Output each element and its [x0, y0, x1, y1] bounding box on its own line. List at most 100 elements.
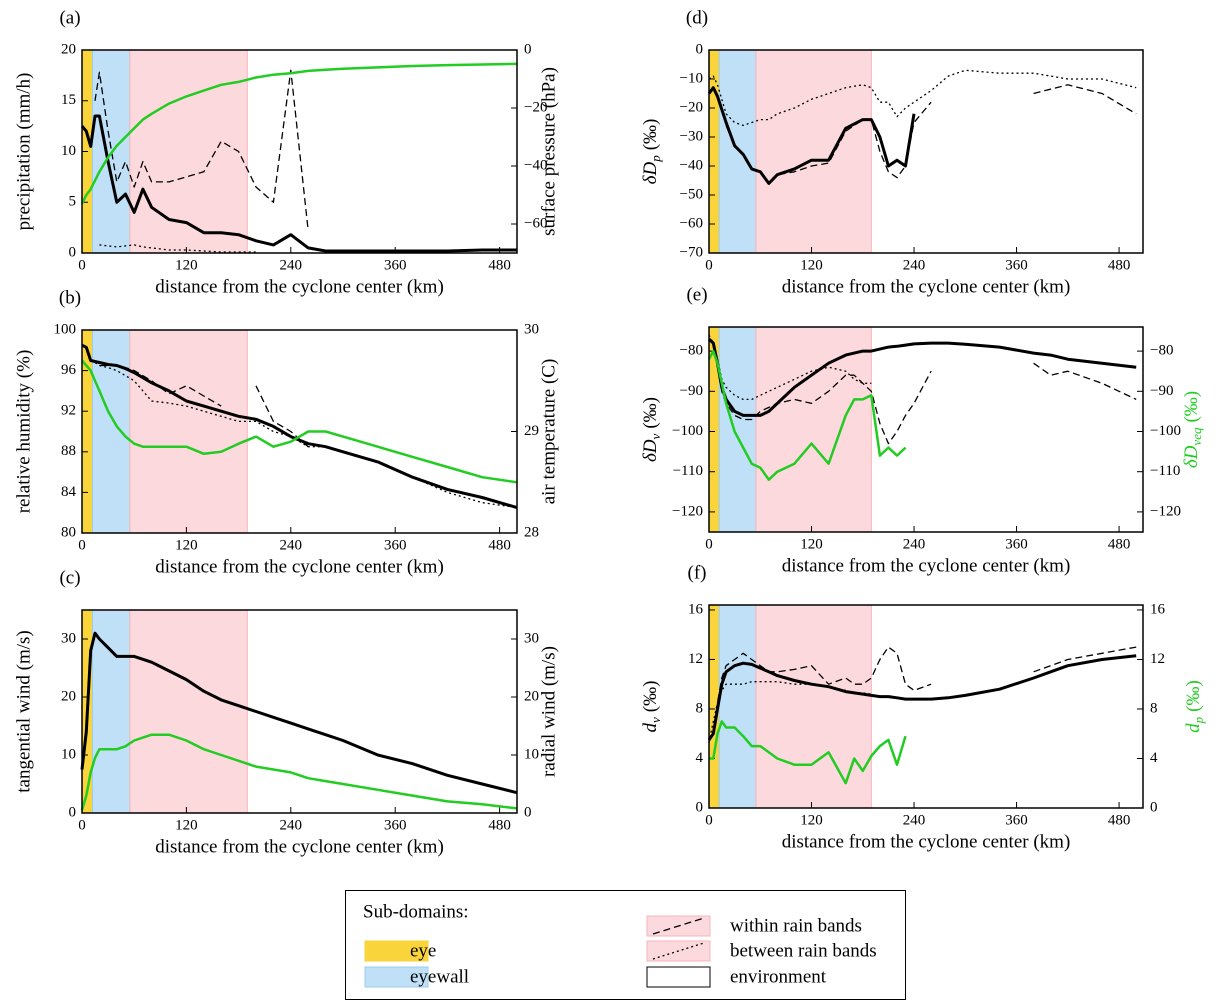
y-tick-label: −90	[680, 383, 703, 399]
legend-label: eyewall	[410, 966, 469, 987]
legend-label: between rain bands	[730, 940, 877, 961]
y2-tick-label: 0	[1150, 799, 1158, 815]
label-unit: (‰)	[640, 119, 661, 151]
axis-label: distance from the cyclone center (km)	[155, 276, 444, 297]
subdomain	[129, 329, 248, 534]
subdomain	[755, 49, 872, 254]
y2-tick-label: 8	[1150, 700, 1158, 716]
subdomain	[91, 329, 131, 534]
panel-label: (d)	[686, 7, 708, 28]
axis-label: distance from the cyclone center (km)	[782, 831, 1071, 852]
y-tick-label: 12	[688, 651, 703, 667]
label-unit: (‰)	[640, 397, 661, 429]
x-tick-label: 480	[1108, 536, 1131, 552]
panel-label: (c)	[59, 567, 80, 588]
plot-frame	[708, 49, 1144, 254]
data-line	[709, 720, 907, 785]
y-tick-label: −80	[680, 343, 703, 359]
axis-label: relative humidity (%)	[13, 350, 34, 514]
x-tick-label: 480	[488, 537, 511, 553]
label-sub: veq	[1189, 427, 1204, 446]
x-tick-label: 480	[1108, 812, 1131, 828]
y-tick-label: 100	[54, 321, 77, 337]
y-tick-label: 10	[61, 143, 76, 159]
y2-tick-label: 20	[524, 688, 539, 704]
y2-tick-label: 0	[524, 41, 532, 57]
y2-tick-label: 30	[524, 321, 539, 337]
y2-tick-label: 0	[524, 804, 532, 820]
x-tick-label: 0	[78, 257, 86, 273]
panel-label: (f)	[688, 562, 707, 583]
legend-box	[345, 890, 906, 1000]
y2-tick-label: 10	[524, 746, 539, 762]
y2-tick-label: −100	[1150, 423, 1181, 439]
y-tick-label: 8	[696, 700, 704, 716]
label-sub: p	[1191, 716, 1206, 724]
y-tick-label: −120	[672, 503, 703, 519]
y2-tick-label: −40	[524, 157, 547, 173]
x-tick-label: 360	[384, 537, 407, 553]
data-line	[712, 342, 1137, 445]
label-main: d	[1183, 723, 1204, 733]
y-tick-label: 0	[69, 804, 77, 820]
data-line	[725, 84, 1137, 185]
panel-label: (b)	[59, 287, 81, 308]
plot-frame	[708, 604, 1144, 809]
axis-label: distance from the cyclone center (km)	[782, 276, 1071, 297]
subdomain	[718, 604, 757, 809]
legend-swatch	[364, 940, 429, 962]
panel-label: (e)	[686, 284, 707, 305]
y-tick-label: 30	[61, 630, 76, 646]
legend-label: eye	[410, 940, 436, 961]
y2-tick-label: −60	[524, 215, 547, 231]
axis-label: tangential wind (m/s)	[13, 630, 34, 793]
data-line	[708, 681, 872, 743]
axis-label: radial wind (m/s)	[538, 646, 559, 777]
label-sub: p	[648, 155, 663, 163]
subdomain	[129, 609, 248, 814]
label-main: δD	[640, 162, 661, 185]
y-tick-label: 4	[696, 750, 704, 766]
legend-line	[652, 942, 705, 960]
y-tick-label: −10	[680, 70, 703, 86]
x-tick-label: 240	[280, 257, 303, 273]
x-tick-label: 120	[800, 257, 823, 273]
subdomain	[755, 326, 872, 533]
legend-line	[652, 917, 705, 935]
data-line	[712, 646, 1137, 734]
y-tick-label: 10	[61, 746, 76, 762]
plot-frame	[708, 326, 1144, 533]
x-tick-label: 120	[175, 537, 198, 553]
y-tick-label: 0	[69, 244, 77, 260]
x-tick-label: 0	[78, 817, 86, 833]
y-tick-label: −50	[680, 186, 703, 202]
y-tick-label: −40	[680, 157, 703, 173]
x-tick-label: 0	[705, 257, 713, 273]
y-tick-label: 16	[688, 601, 704, 617]
y-tick-label: −60	[680, 215, 703, 231]
data-line	[94, 69, 309, 231]
y2-tick-label: 28	[524, 524, 539, 540]
y2-tick-label: 4	[1150, 750, 1158, 766]
subdomain	[708, 49, 720, 254]
y-tick-label: 5	[69, 194, 77, 210]
data-line	[81, 359, 518, 484]
axis-label: surface pressure (hPa)	[538, 67, 559, 236]
subdomain	[755, 604, 872, 809]
y2-tick-label: 12	[1150, 651, 1165, 667]
data-line	[707, 338, 1137, 417]
y2-tick-label: −120	[1150, 503, 1181, 519]
y2-tick-label: 30	[524, 630, 539, 646]
plot-frame	[81, 329, 518, 534]
subdomain	[718, 49, 757, 254]
y2-tick-label: −110	[1150, 463, 1180, 479]
y-tick-label: 80	[61, 524, 76, 540]
x-tick-label: 360	[384, 257, 407, 273]
axis-label: δDp (‰)	[640, 119, 663, 185]
y-tick-label: 96	[61, 362, 77, 378]
label-unit: (‰)	[1181, 391, 1202, 423]
data-line	[80, 733, 518, 811]
y-tick-label: −30	[680, 128, 703, 144]
subdomain	[91, 609, 131, 814]
